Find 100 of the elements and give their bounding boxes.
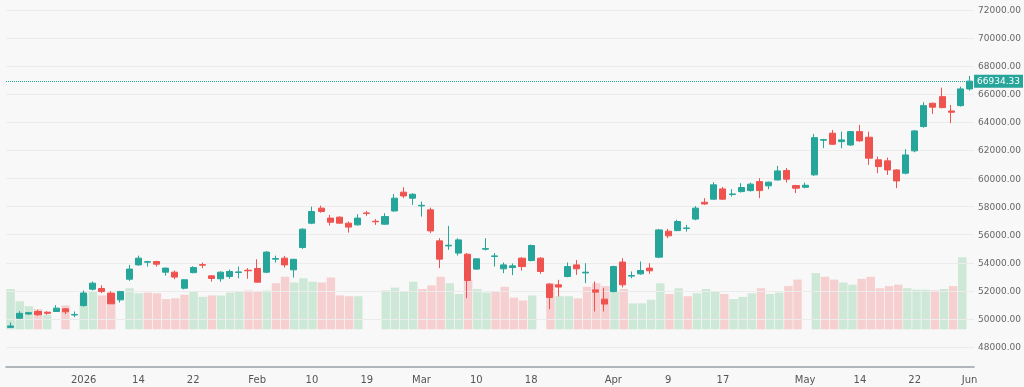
candlestick (582, 262, 589, 284)
candlestick (555, 279, 562, 297)
y-tick-label: 56000.00 (978, 229, 1022, 240)
candlestick (865, 131, 873, 166)
candlestick (564, 262, 571, 278)
candlestick (299, 227, 306, 250)
candlestick (665, 228, 672, 239)
candlestick (820, 138, 827, 149)
bar (683, 296, 692, 330)
candlestick (802, 182, 809, 189)
candlestick (509, 262, 516, 276)
candlestick (692, 205, 699, 221)
candlestick (71, 311, 78, 318)
candlestick (473, 258, 480, 271)
candlestick (354, 213, 361, 227)
candlestick (719, 186, 726, 201)
candlestick (117, 290, 124, 304)
candlestick (263, 250, 270, 274)
bar (958, 257, 967, 330)
candlestick (829, 129, 836, 146)
y-tick-label: 54000.00 (978, 257, 1022, 268)
candlestick (290, 258, 297, 279)
candlestick (756, 177, 763, 199)
y-tick-label: 66000.00 (978, 89, 1022, 100)
x-tick-label: 22 (908, 374, 922, 386)
bar (665, 294, 674, 330)
bar (674, 288, 683, 330)
candlestick (327, 214, 334, 227)
candlestick (701, 197, 708, 206)
candlestick (235, 266, 242, 279)
x-tick-label: 10 (305, 374, 319, 386)
x-tick-label: Apr (604, 374, 623, 386)
candlestick (637, 261, 644, 276)
bar (527, 295, 537, 330)
candlestick (217, 270, 224, 283)
candlestick (929, 102, 936, 115)
candlestick (445, 225, 452, 251)
bar (354, 296, 363, 330)
candlestick (619, 257, 626, 288)
y-tick-label: 58000.00 (978, 201, 1022, 212)
candlestick (683, 224, 690, 233)
candlestick (939, 87, 946, 109)
candlestick (847, 130, 854, 147)
candlestick (126, 264, 133, 282)
candlestick (345, 220, 352, 234)
x-tick-label: 17 (716, 374, 730, 386)
y-tick-label: 72000.00 (978, 5, 1022, 15)
bar (610, 291, 619, 330)
candlestick (418, 201, 425, 218)
y-tick-label: 48000.00 (978, 342, 1022, 353)
candlestick (391, 193, 398, 213)
candlestick (783, 167, 790, 184)
candlestick (518, 256, 526, 271)
ref-line-label: 66934.33 (977, 76, 1021, 87)
candlestick (409, 192, 416, 206)
candlestick (646, 262, 653, 275)
bar (939, 288, 949, 330)
bar (948, 286, 958, 330)
candlestick (272, 255, 279, 263)
bar (930, 290, 940, 330)
candlestick (372, 218, 379, 226)
candlestick (655, 228, 663, 259)
candlestick (856, 124, 863, 143)
candlestick (710, 181, 717, 201)
candlestick (729, 188, 736, 198)
candlestick (765, 181, 772, 190)
candlestick (811, 133, 818, 177)
candlestick (181, 278, 188, 290)
candlestick (455, 237, 462, 257)
bar (619, 288, 628, 330)
candlestick (89, 280, 96, 291)
candlestick (537, 256, 544, 275)
candlestick (199, 262, 206, 269)
bar (756, 288, 766, 330)
candlestick (902, 148, 909, 175)
bar (811, 273, 821, 330)
candlestick (792, 184, 800, 194)
y-tick-label: 68000.00 (978, 61, 1022, 72)
candlestick (98, 284, 105, 294)
candlestick (208, 274, 215, 283)
y-tick-label: 64000.00 (978, 117, 1022, 128)
candlestick (7, 321, 14, 329)
y-tick-label: 50000.00 (978, 313, 1022, 324)
candlestick (674, 219, 681, 232)
candlestick (171, 270, 178, 280)
candlestick (162, 267, 169, 277)
candlestick (436, 237, 443, 269)
candlestick (25, 311, 32, 316)
x-tick-label: 18 (524, 374, 538, 386)
candlestick (884, 157, 891, 176)
candlestick (308, 206, 315, 225)
candlestick (135, 255, 142, 267)
x-tick-label: Mar (412, 374, 432, 386)
candlestick (747, 182, 754, 193)
candlestick (920, 101, 927, 129)
x-tick-label: 14 (132, 374, 145, 386)
candlestick (400, 186, 407, 199)
x-tick-label: May (794, 374, 816, 386)
candlestick (281, 255, 288, 269)
candlestick (363, 210, 370, 217)
